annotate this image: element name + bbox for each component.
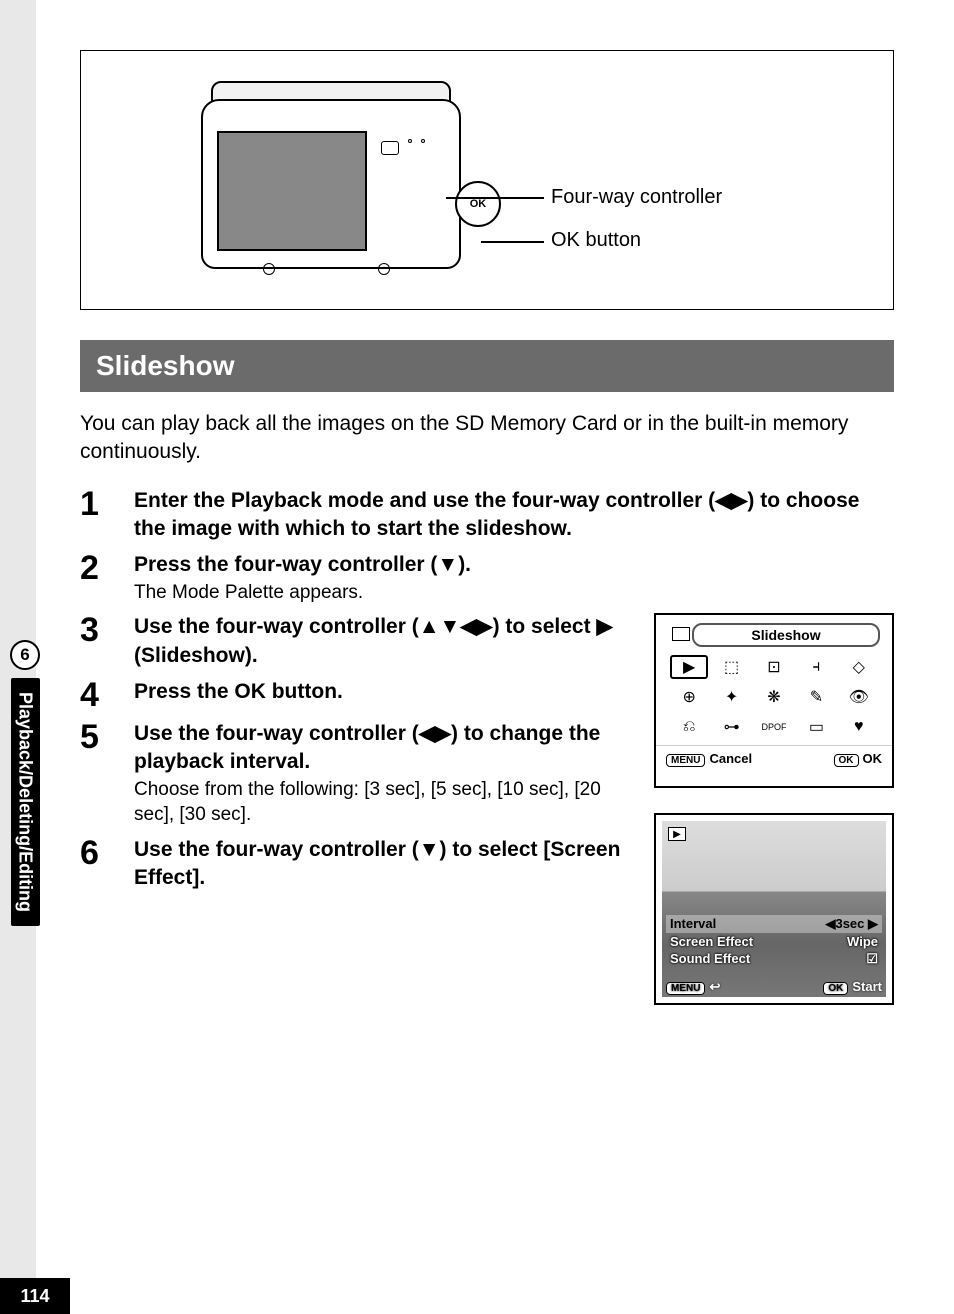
step-subtext: The Mode Palette appears. <box>134 580 894 606</box>
start-label: Start <box>852 979 882 994</box>
palette-icon: 👁 <box>840 685 878 709</box>
palette-title: Slideshow <box>692 623 880 647</box>
step-4: 4 Press the OK button. <box>80 678 642 712</box>
ok-button-on-camera: OK <box>455 181 501 227</box>
slideshow-icon: ▶ <box>670 655 708 679</box>
palette-icon: ▭ <box>797 715 835 739</box>
play-mode-icon: ▶ <box>668 827 686 841</box>
intro-text: You can play back all the images on the … <box>80 410 894 467</box>
palette-icon: ⬚ <box>712 655 750 679</box>
setting-interval: Interval ◀3sec ▶ <box>666 915 882 933</box>
chapter-tab: 6 Playback/Deleting/Editing <box>10 640 40 926</box>
mode-palette-screen: Slideshow ▶ ⬚ ⊡ ⫞ ◇ ⊕ ✦ ❋ ✎ 👁 ⎌ <box>654 613 894 788</box>
step-title: Press the four-way controller (▼). <box>134 551 894 579</box>
camera-illustration: OK <box>201 81 481 281</box>
back-icon: ↩ <box>709 979 720 994</box>
step-6: 6 Use the four-way controller (▼) to sel… <box>80 836 642 893</box>
step-title: Use the four-way controller (▲▼◀▶) to se… <box>134 613 642 670</box>
camera-figure: OK Four-way controller OK button <box>80 50 894 310</box>
palette-icon: ✎ <box>797 685 835 709</box>
step-5: 5 Use the four-way controller (◀▶) to ch… <box>80 720 642 828</box>
section-header: Slideshow <box>80 340 894 392</box>
palette-icon: ❋ <box>755 685 793 709</box>
ok-button-label: OK <box>823 982 848 995</box>
setting-value: ☑ <box>866 951 878 967</box>
step-number: 3 <box>80 613 134 670</box>
palette-icon: ⊡ <box>755 655 793 679</box>
step-number: 2 <box>80 551 134 605</box>
menu-button-label: MENU <box>666 982 705 995</box>
palette-icon: ⊶ <box>712 715 750 739</box>
page-number: 114 <box>0 1278 70 1314</box>
ok-label: OK <box>863 751 883 766</box>
palette-icon: ⎌ <box>670 715 708 739</box>
palette-icon: ✦ <box>712 685 750 709</box>
step-number: 4 <box>80 678 134 712</box>
palette-icon: DPOF <box>755 715 793 739</box>
setting-value: Wipe <box>847 934 878 949</box>
palette-icon: ◇ <box>840 655 878 679</box>
setting-sound-effect: Sound Effect ☑ <box>666 950 882 968</box>
palette-icon: ⫞ <box>797 655 835 679</box>
chapter-label: Playback/Deleting/Editing <box>11 678 40 926</box>
step-number: 5 <box>80 720 134 828</box>
step-title: Use the four-way controller (▼) to selec… <box>134 836 642 893</box>
palette-icon: ♥ <box>840 715 878 739</box>
step-title: Press the OK button. <box>134 678 642 706</box>
slideshow-settings-screen: ▶ Interval ◀3sec ▶ Screen Effect Wipe <box>654 813 894 1005</box>
step-title: Use the four-way controller (◀▶) to chan… <box>134 720 642 777</box>
step-3: 3 Use the four-way controller (▲▼◀▶) to … <box>80 613 642 670</box>
menu-button-label: MENU <box>666 754 705 767</box>
step-title: Enter the Playback mode and use the four… <box>134 487 894 544</box>
step-2: 2 Press the four-way controller (▼). The… <box>80 551 894 605</box>
callout-four-way: Four-way controller <box>551 186 722 209</box>
palette-icon-grid: ▶ ⬚ ⊡ ⫞ ◇ ⊕ ✦ ❋ ✎ 👁 ⎌ ⊶ DPOF <box>656 653 892 745</box>
step-1: 1 Enter the Playback mode and use the fo… <box>80 487 894 544</box>
chapter-number: 6 <box>10 640 40 670</box>
cancel-label: Cancel <box>709 751 752 766</box>
palette-icon: ⊕ <box>670 685 708 709</box>
step-number: 6 <box>80 836 134 893</box>
setting-screen-effect: Screen Effect Wipe <box>666 933 882 950</box>
setting-value: ◀3sec ▶ <box>825 916 878 932</box>
setting-label: Sound Effect <box>670 951 750 967</box>
step-subtext: Choose from the following: [3 sec], [5 s… <box>134 777 642 828</box>
callout-ok-button: OK button <box>551 229 641 252</box>
setting-label: Interval <box>670 916 716 932</box>
setting-label: Screen Effect <box>670 934 753 949</box>
ok-button-label: OK <box>834 754 859 767</box>
step-number: 1 <box>80 487 134 544</box>
